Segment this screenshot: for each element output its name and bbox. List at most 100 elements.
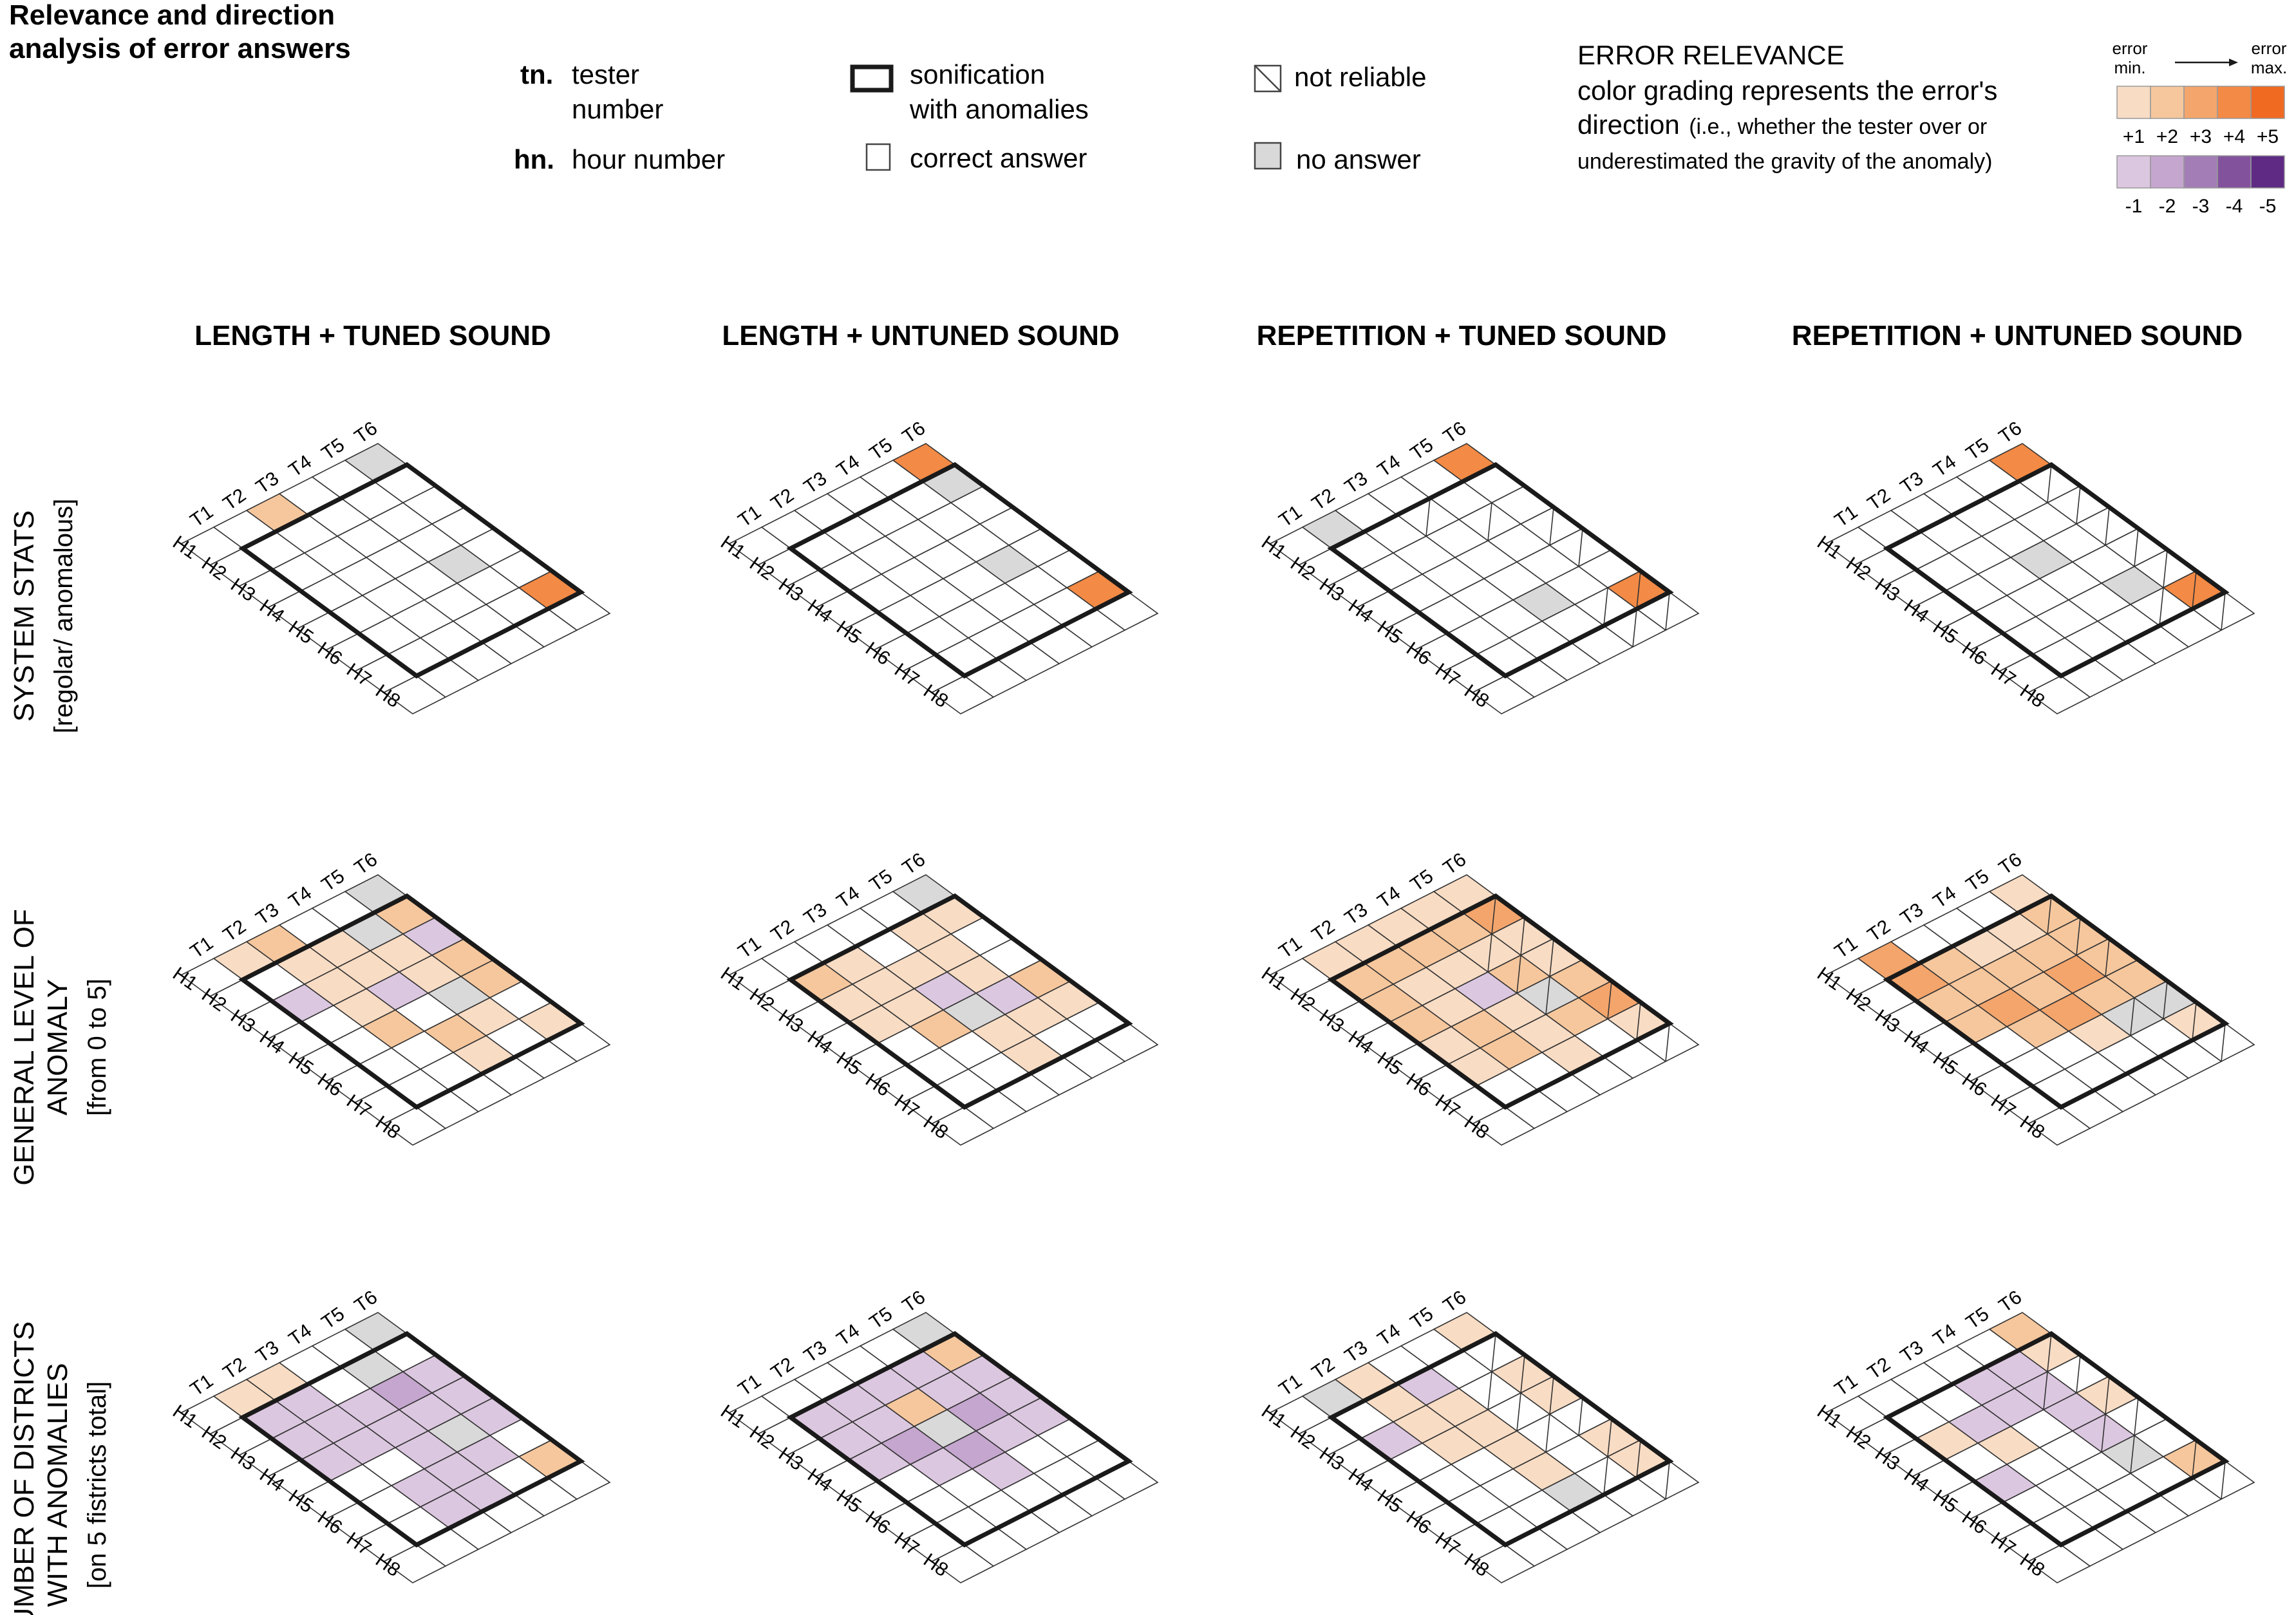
scale-positive-label: +5 — [2257, 126, 2279, 147]
legend-hn-abbr: hn. — [514, 144, 554, 174]
legend-not-reliable-text: not reliable — [1294, 62, 1426, 92]
not-reliable-mark — [2105, 938, 2110, 977]
scale-positive-swatch — [2183, 86, 2218, 119]
tester-label: T6 — [1995, 418, 2026, 448]
tester-label: T1 — [187, 1370, 218, 1401]
not-reliable-mark — [2163, 549, 2168, 588]
sonification-outline — [1883, 462, 2230, 679]
tester-label: T4 — [1374, 882, 1405, 913]
tester-label: T5 — [866, 866, 897, 896]
tester-label: T1 — [1275, 501, 1306, 532]
not-reliable-mark — [1665, 1461, 1670, 1500]
not-reliable-mark — [2221, 1461, 2226, 1500]
not-reliable-mark — [1665, 1023, 1670, 1062]
tester-label: T4 — [285, 882, 316, 913]
tester-label: T4 — [285, 1320, 316, 1350]
scale-positive-swatch — [2150, 86, 2185, 119]
not-reliable-mark — [2192, 1439, 2197, 1479]
scale-negative-swatch — [2150, 155, 2185, 189]
not-reliable-mark — [2047, 464, 2052, 503]
not-reliable-mark — [1636, 1002, 1641, 1041]
not-reliable-mark — [2076, 917, 2081, 956]
row-sublabel: [from 0 to 5] — [83, 978, 111, 1116]
tester-label: T6 — [1995, 849, 2026, 879]
not-reliable-mark — [2163, 980, 2168, 1020]
not-reliable-mark — [1491, 895, 1496, 935]
tester-label: T3 — [252, 899, 283, 929]
sonification-outline — [238, 1330, 585, 1548]
tester-label: T4 — [1374, 1320, 1405, 1350]
tester-label: T6 — [1440, 849, 1471, 879]
scale-arrow-head — [2229, 59, 2238, 66]
tester-label: T2 — [220, 485, 250, 515]
not-reliable-mark — [1607, 980, 1612, 1020]
tester-label: T1 — [187, 501, 218, 532]
relevance-line1: color grading represents the error's — [1577, 75, 1997, 106]
tester-label: T5 — [1407, 434, 1438, 465]
tester-label: T4 — [285, 451, 316, 481]
tester-label: T5 — [1962, 1303, 1993, 1334]
tester-label: T5 — [318, 434, 349, 465]
sonification-outline — [1883, 1330, 2230, 1548]
not-reliable-mark — [1516, 955, 1521, 994]
not-reliable-mark — [1545, 1414, 1550, 1453]
not-reliable-mark — [1636, 570, 1641, 610]
not-reliable-mark — [2130, 997, 2135, 1036]
tester-label: T2 — [1864, 1354, 1895, 1384]
tester-label: T3 — [800, 899, 831, 929]
tester-label: T2 — [1308, 916, 1339, 946]
tester-label: T6 — [899, 849, 930, 879]
tester-label: T5 — [866, 1303, 897, 1334]
tester-label: T5 — [1962, 866, 1993, 896]
figure-title: Relevance and direction analysis of error… — [9, 0, 351, 64]
tester-label: T3 — [1897, 899, 1928, 929]
not-reliable-mark — [2221, 1023, 2226, 1062]
scale-positive-swatch — [2217, 86, 2252, 119]
row-sublabel: [on 5 fistricts total] — [83, 1381, 111, 1589]
not-reliable-mark — [1487, 933, 1492, 973]
legend-sonification-swatch — [850, 64, 894, 93]
sonification-outline — [1327, 462, 1674, 679]
not-reliable-mark — [1578, 1397, 1583, 1436]
tester-label: T2 — [1864, 916, 1895, 946]
scale-max-label: error max. — [2251, 39, 2287, 77]
sonification-outline — [786, 462, 1133, 679]
tester-label: T1 — [735, 501, 766, 532]
tester-label: T1 — [735, 1370, 766, 1401]
tester-label: T5 — [866, 434, 897, 465]
tester-label: T1 — [1831, 1370, 1862, 1401]
column-headers: LENGTH + TUNED SOUND LENGTH + UNTUNED SOU… — [194, 320, 2243, 351]
tester-label: T5 — [1407, 1303, 1438, 1334]
not-reliable-mark — [1520, 1354, 1525, 1394]
sonification-outline — [238, 893, 585, 1110]
legend-tn-abbr: tn. — [520, 59, 553, 89]
row-sublabel: [regolar/ anomalous] — [50, 499, 78, 734]
tester-label: T3 — [1897, 1337, 1928, 1367]
tester-label: T4 — [1930, 882, 1961, 913]
relevance-line2-main: direction — [1577, 109, 1680, 140]
legend-correct-swatch — [865, 143, 891, 171]
scale-negative-label: -3 — [2192, 196, 2210, 217]
not-reliable-mark — [1549, 938, 1554, 977]
not-reliable-mark — [1578, 528, 1583, 567]
not-reliable-mark — [1665, 592, 1670, 631]
sonification-outline — [786, 1330, 1133, 1548]
not-reliable-mark — [2076, 485, 2081, 525]
legend-sonification-text: sonification with anomalies — [909, 59, 1089, 124]
not-reliable-mark — [2221, 592, 2226, 631]
legend-tn-text: tester number — [572, 59, 663, 124]
tester-label: T3 — [252, 1337, 283, 1367]
not-reliable-mark — [1603, 587, 1608, 626]
heatmap-panels: T1T2T3T4T5T6H1H2H3H4H5H6H7H8T1T2T3T4T5T6… — [169, 418, 2255, 1583]
not-reliable-mark — [1487, 1371, 1492, 1410]
tester-label: T6 — [899, 1287, 930, 1317]
row-label: NUMBER OF DISTRICTSWITH ANOMALIES — [8, 1321, 73, 1615]
tester-label: T4 — [1374, 451, 1405, 481]
not-reliable-mark — [2192, 1002, 2197, 1041]
tester-label: T3 — [800, 1337, 831, 1367]
legend-no-answer-text: no answer — [1296, 144, 1421, 174]
